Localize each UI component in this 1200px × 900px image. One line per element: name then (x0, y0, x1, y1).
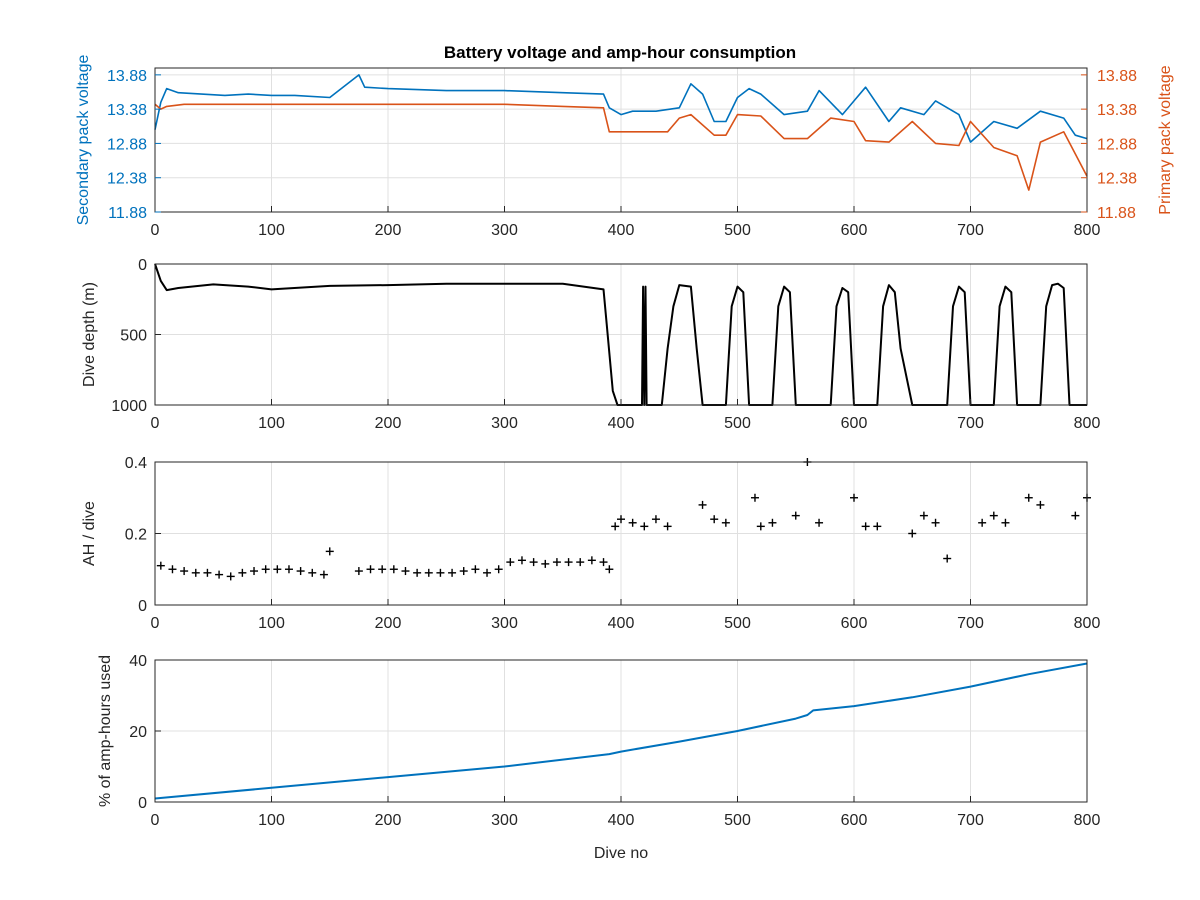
x-tick-label: 100 (258, 415, 285, 432)
x-tick-label: 600 (841, 615, 868, 632)
y-tick-label: 0.2 (125, 527, 147, 544)
y-tick-label: 11.88 (108, 205, 147, 222)
x-tick-label: 600 (841, 812, 868, 829)
x-tick-label: 200 (375, 812, 402, 829)
x-tick-label: 100 (258, 222, 285, 239)
x-tick-label: 600 (841, 222, 868, 239)
y-axis-label: % of amp-hours used (97, 655, 114, 807)
x-tick-label: 0 (151, 812, 160, 829)
x-tick-label: 0 (151, 615, 160, 632)
x-tick-label: 400 (608, 415, 635, 432)
x-tick-label: 200 (375, 222, 402, 239)
x-axis-label: Dive no (594, 845, 648, 862)
y-axis-label: Dive depth (m) (81, 282, 98, 387)
y-tick-label: 1000 (111, 398, 147, 415)
percent-amp-hours-panel: 0 100 200 300 400 500 600 700 800 0 20 40 % of amp-h… (97, 653, 1100, 862)
x-tick-label: 700 (957, 415, 984, 432)
x-tick-label: 100 (258, 615, 285, 632)
primary-voltage-line (154, 103, 1088, 191)
y-tick-label: 12.88 (107, 136, 147, 153)
chart-title: Battery voltage and amp-hour consumption (444, 43, 796, 62)
y-tick-label: 13.38 (107, 102, 147, 119)
x-tick-label: 500 (724, 615, 751, 632)
y-tick-label: 40 (129, 653, 147, 670)
x-tick-label: 400 (608, 222, 635, 239)
x-tick-label: 600 (841, 415, 868, 432)
x-tick-label: 700 (957, 812, 984, 829)
x-tick-label: 500 (724, 222, 751, 239)
x-tick-label: 800 (1074, 415, 1101, 432)
y-right-tick-label: 12.88 (1097, 136, 1137, 153)
dive-depth-panel: 0 100 200 300 400 500 600 700 800 0 500 1000 Dive de… (81, 257, 1100, 432)
x-tick-label: 300 (491, 615, 518, 632)
y-tick-label: 500 (120, 328, 147, 345)
x-tick-label: 800 (1074, 812, 1101, 829)
x-tick-label: 700 (957, 222, 984, 239)
series-line (154, 662, 1088, 800)
x-tick-label: 0 (151, 222, 160, 239)
x-tick-label: 500 (724, 415, 751, 432)
amp-hour-per-dive-panel: 0 100 200 300 400 500 600 700 800 0 0.2 0.4 AH / div… (81, 455, 1100, 632)
y-tick-label: 13.88 (107, 68, 147, 85)
y-axis-label: AH / dive (81, 501, 98, 566)
y-tick-label: 0 (138, 795, 147, 812)
x-tick-label: 300 (491, 415, 518, 432)
x-tick-label: 700 (957, 615, 984, 632)
x-tick-label: 100 (258, 812, 285, 829)
y-right-tick-label: 11.88 (1097, 205, 1136, 222)
y-right-tick-label: 13.88 (1097, 68, 1137, 85)
y-right-tick-label: 13.38 (1097, 102, 1137, 119)
y-tick-label: 0.4 (125, 455, 147, 472)
x-tick-label: 0 (151, 415, 160, 432)
y-tick-label: 0 (138, 598, 147, 615)
y-tick-label: 0 (138, 257, 147, 274)
x-tick-label: 200 (375, 615, 402, 632)
x-tick-label: 500 (724, 812, 751, 829)
x-tick-label: 800 (1074, 222, 1101, 239)
x-tick-label: 300 (491, 812, 518, 829)
secondary-voltage-line (154, 74, 1088, 143)
y-tick-label: 12.38 (107, 171, 147, 188)
y-right-axis-label: Primary pack voltage (1157, 65, 1174, 214)
voltage-panel: 0 100 200 300 400 500 600 700 80011.8812.3812.88… (75, 55, 1174, 239)
x-tick-label: 300 (491, 222, 518, 239)
x-tick-label: 400 (608, 812, 635, 829)
x-tick-label: 800 (1074, 615, 1101, 632)
y-right-tick-label: 12.38 (1097, 171, 1137, 188)
y-axis-label: Secondary pack voltage (75, 55, 92, 226)
x-tick-label: 200 (375, 415, 402, 432)
y-tick-label: 20 (129, 724, 147, 741)
x-tick-label: 400 (608, 615, 635, 632)
